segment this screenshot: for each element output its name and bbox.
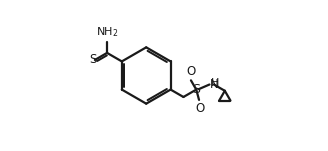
Text: S: S [89,53,96,66]
Text: N: N [210,78,219,91]
Text: O: O [195,102,204,115]
Text: H: H [211,78,219,88]
Text: NH$_2$: NH$_2$ [96,25,118,39]
Text: S: S [192,83,200,96]
Text: O: O [186,65,195,78]
